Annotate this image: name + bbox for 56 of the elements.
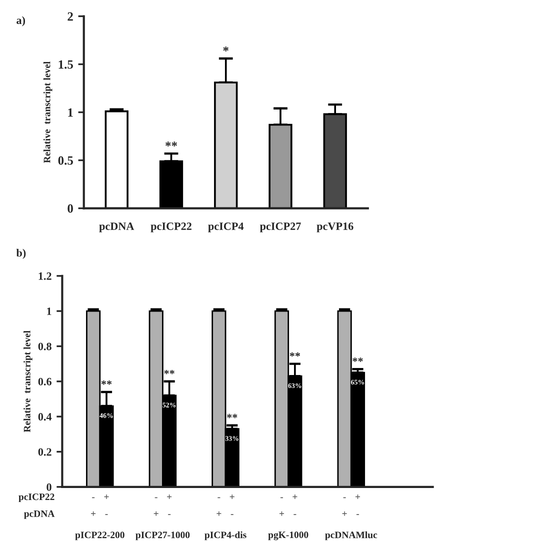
y-tick-label: 0.6 — [38, 378, 52, 386]
text: - — [168, 514, 171, 515]
y-tick-label: 1.5 — [58, 60, 73, 69]
y-tick-label: 0.8 — [38, 342, 52, 350]
text: - — [343, 497, 346, 498]
text: + — [91, 511, 96, 516]
y-tick-label: 1 — [47, 308, 52, 315]
y-tick-label: 0 — [68, 204, 73, 213]
x-tick-label: pICP27-1000 — [136, 532, 190, 540]
annotation: ** — [290, 352, 300, 357]
text: - — [218, 497, 220, 498]
y-tick-label: 2 — [68, 12, 73, 21]
text: + — [167, 494, 172, 500]
x-tick-label: pcDNA — [99, 222, 134, 232]
y-axis-title: Relative transcript level — [43, 62, 52, 163]
x-tick-label: pcVP16 — [316, 222, 354, 232]
text: + — [355, 494, 360, 500]
text: + — [292, 494, 298, 500]
text: + — [216, 511, 222, 516]
text: pcDNA — [24, 510, 55, 519]
x-tick-label: pICP4-dis — [204, 531, 246, 540]
chart-title: b) — [16, 248, 26, 259]
y-tick-label: 0.2 — [38, 448, 52, 456]
bar — [104, 110, 128, 208]
text: pcICP22 — [18, 494, 54, 502]
annotation: ** — [227, 414, 238, 418]
text: + — [279, 511, 284, 516]
text: + — [104, 494, 109, 500]
y-tick-label: 0.4 — [38, 413, 52, 421]
annotation: ** — [352, 358, 363, 362]
text: - — [230, 514, 234, 515]
y-axis-title: Relative transcript level — [24, 330, 32, 432]
text: - — [356, 514, 360, 515]
text: - — [154, 497, 158, 498]
x-tick-label: pICP22-200 — [75, 532, 124, 540]
text: + — [230, 494, 234, 500]
text: - — [92, 497, 95, 498]
y-tick-label: 0.5 — [58, 156, 73, 165]
chart-title: a) — [16, 16, 25, 26]
y-tick-label: 0 — [46, 483, 52, 491]
x-tick-label: pgK-1000 — [268, 532, 308, 540]
x-tick-label: pcICP22 — [150, 222, 192, 232]
x-tick-label: pcICP4 — [208, 222, 244, 232]
annotation: ** — [164, 370, 174, 374]
annotation: * — [223, 46, 228, 52]
annotation: ** — [101, 380, 112, 385]
annotation: ** — [166, 142, 177, 146]
text: - — [294, 514, 296, 515]
y-tick-label: 1 — [68, 108, 73, 117]
y-tick-label: 1.2 — [38, 272, 52, 280]
text: - — [280, 497, 284, 498]
x-tick-label: pcICP27 — [260, 222, 301, 232]
text: + — [154, 511, 158, 516]
x-tick-label: pcDNAMluc — [325, 531, 378, 540]
text: - — [105, 514, 108, 515]
text: + — [342, 511, 347, 516]
